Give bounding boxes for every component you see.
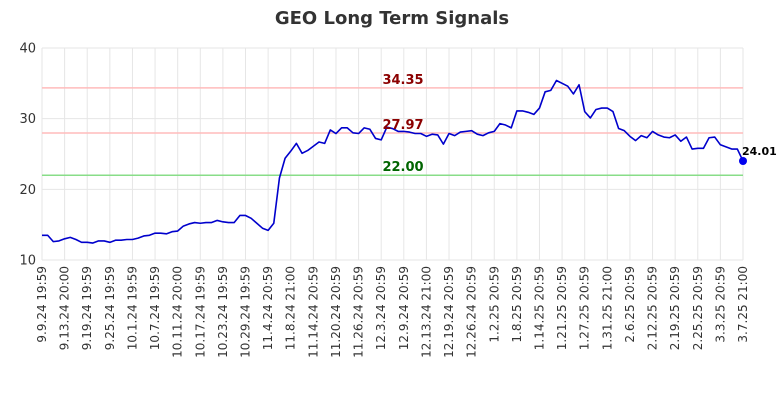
x-tick-label: 2.25.25 20:59	[691, 266, 705, 350]
x-tick-label: 10.29.24 19:59	[239, 266, 253, 358]
chart-title: GEO Long Term Signals	[274, 8, 510, 29]
x-tick-label: 2.6.25 20:59	[623, 266, 637, 343]
x-tick-label: 9.9.24 19:59	[35, 266, 49, 343]
x-tick-label: 1.21.25 20:59	[555, 266, 569, 350]
x-tick-label: 9.25.24 19:59	[103, 266, 117, 350]
x-tick-label: 11.14.24 20:59	[306, 266, 320, 358]
x-tick-label: 12.26.24 20:59	[465, 266, 479, 358]
last-value-point	[739, 156, 747, 165]
signal-label: 34.35	[382, 73, 423, 88]
x-tick-label: 9.19.24 19:59	[80, 266, 94, 350]
x-tick-label: 12.13.24 21:00	[419, 266, 433, 358]
x-tick-label: 3.7.25 21:00	[736, 266, 750, 343]
signal-label: 22.00	[382, 160, 423, 175]
last-value-label: 24.01	[742, 145, 777, 158]
x-tick-label: 2.19.25 20:59	[668, 266, 682, 350]
x-tick-label: 9.13.24 20:00	[58, 266, 72, 350]
x-tick-label: 10.23.24 19:59	[216, 266, 230, 358]
signal-label: 27.97	[382, 118, 423, 133]
x-tick-label: 11.8.24 21:00	[284, 266, 298, 350]
x-tick-label: 10.11.24 20:00	[171, 266, 185, 358]
x-tick-label: 1.2.25 20:59	[487, 266, 501, 343]
x-tick-label: 11.20.24 20:59	[329, 266, 343, 358]
x-tick-label: 11.26.24 20:59	[352, 266, 366, 358]
x-tick-label: 12.3.24 20:59	[374, 266, 388, 350]
x-tick-label: 2.12.25 20:59	[646, 266, 660, 350]
x-tick-label: 11.4.24 20:59	[261, 266, 275, 350]
x-tick-label: 12.19.24 20:59	[442, 266, 456, 358]
x-tick-label: 12.9.24 20:59	[397, 266, 411, 350]
y-tick-label: 20	[19, 183, 36, 198]
x-tick-label: 1.8.25 20:59	[510, 266, 524, 343]
x-tick-label: 1.14.25 20:59	[532, 266, 546, 350]
y-tick-label: 40	[19, 42, 36, 57]
x-tick-label: 1.27.25 20:59	[578, 266, 592, 350]
y-tick-label: 10	[19, 254, 36, 269]
price-series-line	[42, 79, 744, 244]
x-tick-label: 10.7.24 19:59	[148, 266, 162, 350]
x-tick-label: 10.1.24 19:59	[125, 266, 139, 350]
x-tick-label: 3.3.25 20:59	[713, 266, 727, 343]
x-tick-label: 10.17.24 19:59	[193, 266, 207, 358]
x-tick-label: 1.31.25 21:00	[600, 266, 614, 350]
y-tick-label: 30	[19, 112, 36, 127]
